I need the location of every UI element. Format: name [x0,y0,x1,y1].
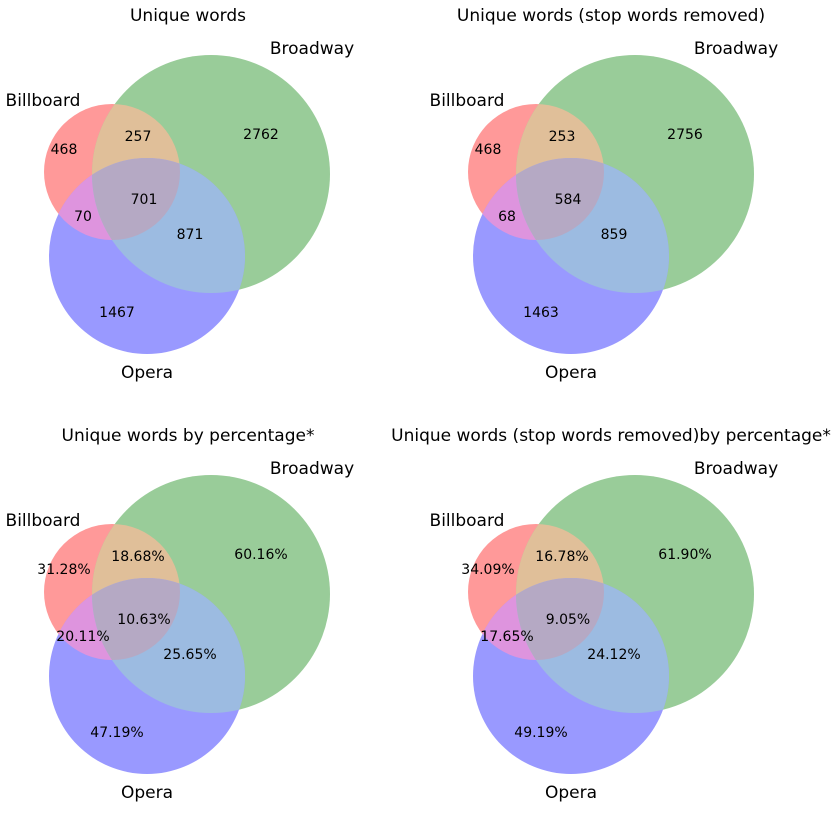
region-all [92,578,180,660]
set-label-opera: Opera [121,363,173,383]
panel-title: Unique words (stop words removed) [457,6,765,26]
region-all [92,158,180,240]
set-label-billboard: Billboard [6,91,81,111]
region-label-billboard-broadway: 18.68% [111,549,164,565]
region-label-billboard-only: 468 [475,142,502,158]
region-all [516,578,604,660]
set-label-opera: Opera [121,783,173,803]
region-all [516,158,604,240]
region-label-broadway-opera: 25.65% [163,647,216,663]
region-label-broadway-only: 2756 [667,127,703,143]
set-label-broadway: Broadway [270,39,354,59]
region-label-broadway-opera: 871 [177,227,204,243]
region-label-broadway-only: 2762 [243,127,279,143]
region-label-billboard-broadway: 16.78% [535,549,588,565]
panel-title: Unique words by percentage* [62,426,315,446]
region-label-all: 584 [555,192,582,208]
venn-panel-1: Unique words Billboard Broadway Opera 468 276… [6,6,355,383]
set-label-broadway: Broadway [270,459,354,479]
region-label-billboard-only: 468 [51,142,78,158]
venn-panel-3: Unique words by percentage* Billboard Broa… [6,426,355,803]
venn-panel-4: Unique words (stop words removed)by perc… [391,426,831,803]
set-label-billboard: Billboard [430,91,505,111]
region-label-all: 9.05% [546,612,590,628]
region-label-opera-only: 1463 [523,305,559,321]
region-label-billboard-broadway: 253 [549,129,576,145]
region-label-all: 701 [131,192,158,208]
region-label-billboard-opera: 68 [498,209,516,225]
region-label-billboard-only: 31.28% [37,562,90,578]
set-label-billboard: Billboard [6,511,81,531]
set-label-broadway: Broadway [694,39,778,59]
venn-panel-2: Unique words (stop words removed) Billboa… [430,6,779,383]
set-label-opera: Opera [545,363,597,383]
set-label-billboard: Billboard [430,511,505,531]
region-label-opera-only: 1467 [99,305,135,321]
region-label-billboard-opera: 70 [74,209,92,225]
region-label-billboard-opera: 20.11% [56,629,109,645]
set-label-opera: Opera [545,783,597,803]
region-label-billboard-opera: 17.65% [480,629,533,645]
region-label-broadway-only: 60.16% [234,547,287,563]
region-label-all: 10.63% [117,612,170,628]
panel-title: Unique words [130,6,246,26]
region-label-broadway-opera: 24.12% [587,647,640,663]
region-label-billboard-only: 34.09% [461,562,514,578]
region-label-opera-only: 49.19% [514,725,567,741]
region-label-opera-only: 47.19% [90,725,143,741]
set-label-broadway: Broadway [694,459,778,479]
region-label-billboard-broadway: 257 [125,129,152,145]
region-label-broadway-only: 61.90% [658,547,711,563]
region-label-broadway-opera: 859 [601,227,628,243]
panel-title: Unique words (stop words removed)by perc… [391,426,831,446]
